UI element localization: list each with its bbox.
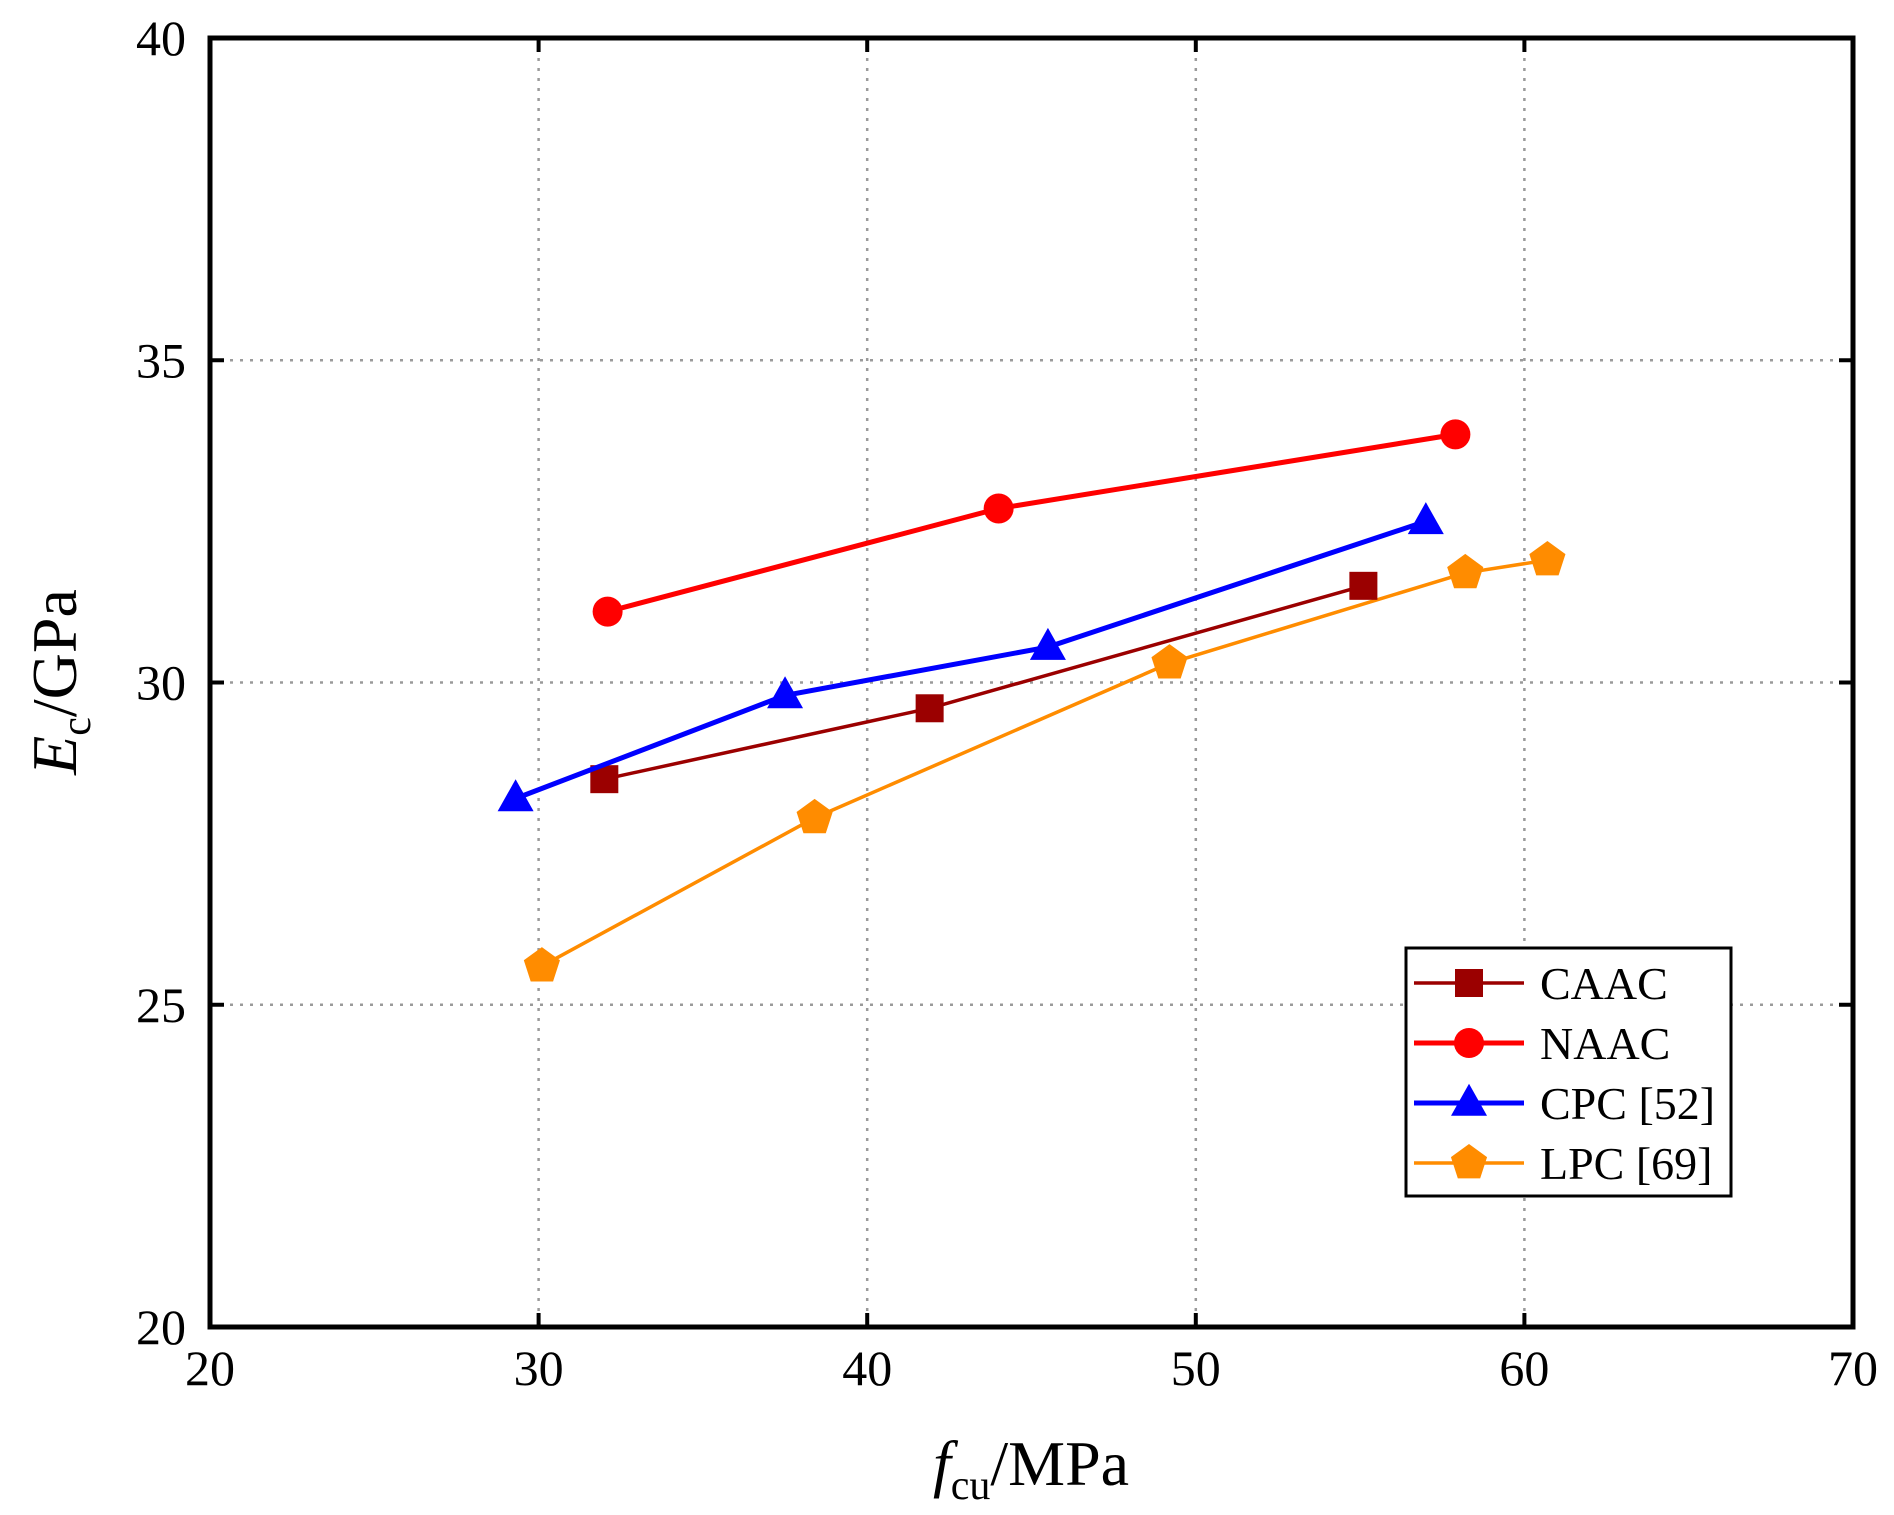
legend-label: CPC [52] bbox=[1540, 1078, 1715, 1129]
data-point-cpc-52 bbox=[767, 676, 804, 709]
legend-marker-caac bbox=[1455, 969, 1483, 997]
y-axis-title: Ec/GPa bbox=[19, 589, 100, 776]
data-point-lpc-69 bbox=[1447, 553, 1484, 589]
series-line-lpc-69 bbox=[541, 558, 1548, 968]
data-point-cpc-52 bbox=[1029, 627, 1066, 660]
data-point-naac bbox=[1440, 419, 1471, 450]
data-point-caac bbox=[915, 694, 944, 723]
data-point-cpc-52 bbox=[1407, 502, 1444, 535]
series-line-cpc-52 bbox=[514, 519, 1427, 801]
data-point-naac bbox=[983, 493, 1014, 524]
series-line-caac bbox=[603, 584, 1364, 781]
grid bbox=[210, 38, 1853, 1327]
data-point-lpc-69 bbox=[1529, 541, 1566, 576]
series-line-naac bbox=[606, 431, 1456, 615]
legend-item-naac: NAAC bbox=[1414, 1018, 1670, 1069]
ticks: 20 30 40 50 60 70 20 25 30 35 40 bbox=[136, 10, 1878, 1396]
series-lpc-69 bbox=[523, 541, 1566, 982]
legend-marker-lpc-69 bbox=[1450, 1144, 1488, 1179]
x-axis-title: fcu/MPa bbox=[933, 1428, 1129, 1509]
x-tick-label: 20 bbox=[185, 1340, 235, 1396]
y-tick-label: 30 bbox=[136, 655, 186, 711]
x-tick-label: 30 bbox=[514, 1340, 564, 1396]
y-tick-label: 35 bbox=[136, 332, 186, 388]
legend-item-cpc-52: CPC [52] bbox=[1414, 1078, 1715, 1129]
legend: CAAC NAAC CPC [52] LPC [69] bbox=[1404, 946, 1733, 1198]
data-point-cpc-52 bbox=[497, 779, 534, 812]
legend-item-lpc-69: LPC [69] bbox=[1414, 1138, 1713, 1189]
x-tick-label: 50 bbox=[1171, 1340, 1221, 1396]
y-axis-title-sub: c bbox=[54, 717, 100, 736]
y-axis-title-main: E bbox=[19, 736, 90, 776]
x-tick-label: 60 bbox=[1499, 1340, 1549, 1396]
y-tick-label: 20 bbox=[136, 1299, 186, 1355]
legend-label: LPC [69] bbox=[1540, 1138, 1713, 1189]
legend-marker-cpc-52 bbox=[1451, 1083, 1487, 1116]
data-point-lpc-69 bbox=[796, 798, 833, 834]
legend-label: CAAC bbox=[1540, 958, 1668, 1009]
y-axis-title-unit: /GPa bbox=[19, 589, 90, 717]
series-layer bbox=[497, 419, 1566, 982]
y-tick-label: 25 bbox=[136, 977, 186, 1033]
x-axis-title-unit: /MPa bbox=[990, 1428, 1129, 1499]
x-tick-label: 70 bbox=[1828, 1340, 1878, 1396]
series-cpc-52 bbox=[497, 502, 1444, 812]
legend-label: NAAC bbox=[1540, 1018, 1670, 1069]
x-axis-title-sub: cu bbox=[951, 1463, 991, 1509]
legend-marker-naac bbox=[1454, 1028, 1484, 1058]
x-tick-label: 40 bbox=[842, 1340, 892, 1396]
y-tick-label: 40 bbox=[136, 10, 186, 66]
series-naac bbox=[592, 419, 1471, 627]
legend-item-caac: CAAC bbox=[1414, 958, 1668, 1009]
data-point-lpc-69 bbox=[523, 947, 560, 982]
data-point-lpc-69 bbox=[1151, 644, 1188, 679]
data-point-caac bbox=[1349, 571, 1378, 600]
data-point-naac bbox=[592, 596, 623, 627]
series-caac bbox=[590, 571, 1378, 794]
